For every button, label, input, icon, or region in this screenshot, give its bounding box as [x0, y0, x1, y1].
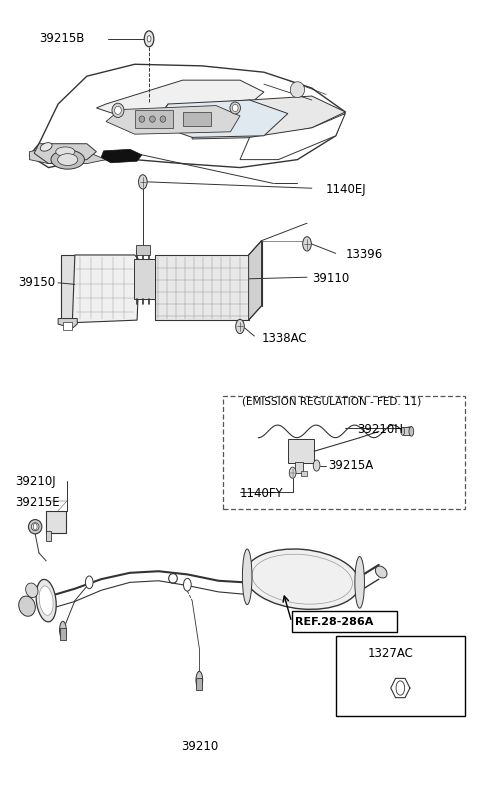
Bar	[135, 111, 173, 128]
Circle shape	[147, 36, 151, 42]
Polygon shape	[249, 240, 262, 320]
Ellipse shape	[139, 116, 145, 123]
Text: 1327AC: 1327AC	[368, 647, 414, 661]
Text: REF.28-286A: REF.28-286A	[295, 617, 373, 627]
Ellipse shape	[19, 596, 36, 616]
Polygon shape	[34, 144, 96, 164]
Text: 1338AC: 1338AC	[262, 332, 307, 345]
Ellipse shape	[242, 549, 252, 605]
Polygon shape	[154, 100, 288, 138]
Bar	[134, 259, 156, 298]
Circle shape	[33, 524, 37, 530]
Bar	[156, 255, 249, 320]
Polygon shape	[240, 114, 345, 160]
Text: 39110: 39110	[312, 272, 349, 285]
Circle shape	[303, 236, 312, 251]
Text: 39210J: 39210J	[15, 475, 56, 488]
Bar	[63, 322, 72, 330]
Bar	[403, 427, 411, 435]
Circle shape	[236, 319, 244, 334]
Text: 39150: 39150	[19, 276, 56, 289]
Text: 39215E: 39215E	[15, 497, 60, 509]
Circle shape	[396, 681, 405, 695]
Polygon shape	[72, 255, 140, 322]
Ellipse shape	[36, 579, 56, 622]
Bar	[60, 255, 75, 318]
Ellipse shape	[28, 520, 42, 534]
Ellipse shape	[150, 116, 156, 123]
Text: 39210H: 39210H	[357, 423, 403, 436]
Bar	[292, 611, 397, 631]
Ellipse shape	[56, 147, 75, 157]
Circle shape	[289, 467, 296, 478]
Ellipse shape	[58, 154, 78, 166]
Text: 39215A: 39215A	[328, 459, 374, 472]
Ellipse shape	[31, 523, 39, 531]
Bar	[60, 628, 66, 639]
Ellipse shape	[230, 102, 240, 114]
Polygon shape	[29, 64, 345, 168]
Bar	[136, 245, 150, 255]
Ellipse shape	[160, 116, 166, 123]
Circle shape	[183, 579, 191, 591]
Bar	[295, 462, 303, 473]
Text: 13396: 13396	[345, 248, 383, 261]
Bar	[196, 678, 202, 689]
Bar	[182, 112, 211, 127]
Polygon shape	[29, 148, 106, 164]
Ellipse shape	[196, 671, 203, 689]
Circle shape	[139, 174, 147, 189]
Bar	[46, 532, 51, 541]
Polygon shape	[106, 106, 240, 135]
Text: 39210: 39210	[180, 739, 218, 752]
Ellipse shape	[39, 586, 53, 615]
Ellipse shape	[232, 104, 238, 111]
Ellipse shape	[112, 103, 124, 118]
Ellipse shape	[355, 556, 364, 608]
Polygon shape	[96, 80, 264, 116]
Bar	[336, 636, 465, 716]
Text: 1140EJ: 1140EJ	[326, 183, 367, 197]
Polygon shape	[192, 96, 345, 139]
Text: 1140FY: 1140FY	[240, 487, 284, 500]
Ellipse shape	[401, 427, 405, 435]
Text: 39215B: 39215B	[39, 33, 84, 45]
Ellipse shape	[290, 82, 305, 98]
Ellipse shape	[51, 150, 84, 170]
Polygon shape	[101, 150, 142, 163]
Bar	[46, 511, 66, 533]
Ellipse shape	[115, 107, 121, 115]
Circle shape	[144, 31, 154, 47]
Circle shape	[313, 460, 320, 471]
Text: (EMISSION REGULATION - FED. 11): (EMISSION REGULATION - FED. 11)	[242, 397, 421, 407]
Ellipse shape	[40, 142, 52, 151]
Circle shape	[85, 576, 93, 589]
Bar	[301, 471, 307, 476]
Bar	[288, 439, 314, 463]
Ellipse shape	[60, 622, 66, 638]
Polygon shape	[58, 318, 77, 328]
Ellipse shape	[25, 583, 38, 598]
Ellipse shape	[409, 427, 414, 436]
Ellipse shape	[245, 549, 360, 610]
Ellipse shape	[375, 566, 387, 578]
Bar	[223, 396, 465, 509]
